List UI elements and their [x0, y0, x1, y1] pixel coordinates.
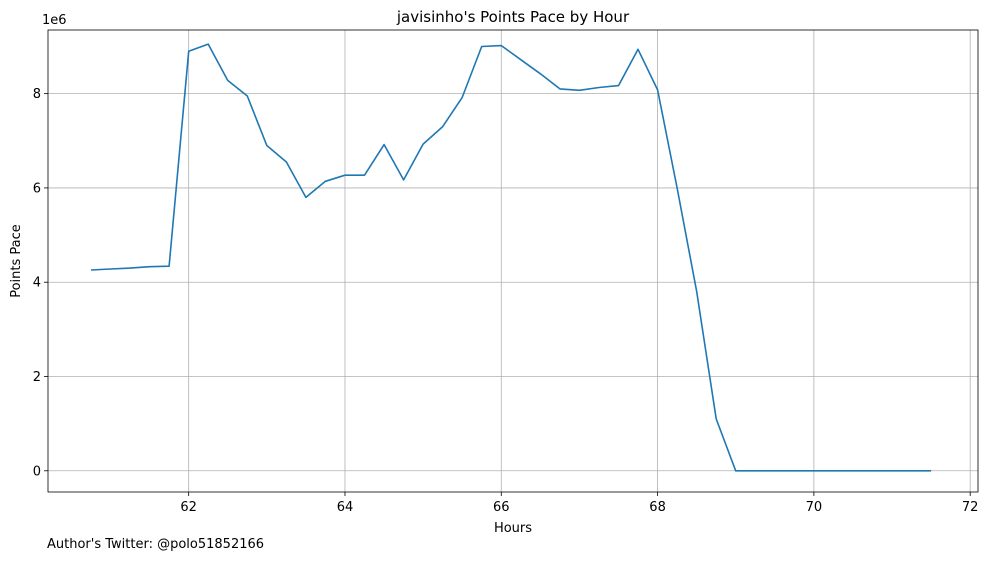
- x-tick-label: 62: [180, 500, 197, 515]
- author-credit: Author's Twitter: @polo51852166: [47, 537, 265, 552]
- chart-title: javisinho's Points Pace by Hour: [396, 8, 630, 26]
- y-tick-label: 6: [33, 181, 41, 196]
- y-tick-label: 2: [33, 370, 41, 385]
- x-tick-label: 70: [806, 500, 823, 515]
- y-axis-scale-label: 1e6: [42, 13, 67, 28]
- y-tick-label: 8: [33, 87, 41, 102]
- grid: [48, 30, 978, 492]
- x-tick-label: 66: [493, 500, 510, 515]
- x-tick-label: 72: [962, 500, 979, 515]
- y-axis-label: Points Pace: [9, 224, 24, 298]
- x-axis-label: Hours: [494, 521, 532, 536]
- y-tick-label: 4: [33, 276, 41, 291]
- y-tick-label: 0: [33, 464, 41, 479]
- x-tick-label: 68: [649, 500, 666, 515]
- series-layer: [90, 43, 932, 472]
- series-line: [90, 43, 932, 472]
- plot-area-frame: [47, 29, 979, 493]
- x-tick-label: 64: [337, 500, 354, 515]
